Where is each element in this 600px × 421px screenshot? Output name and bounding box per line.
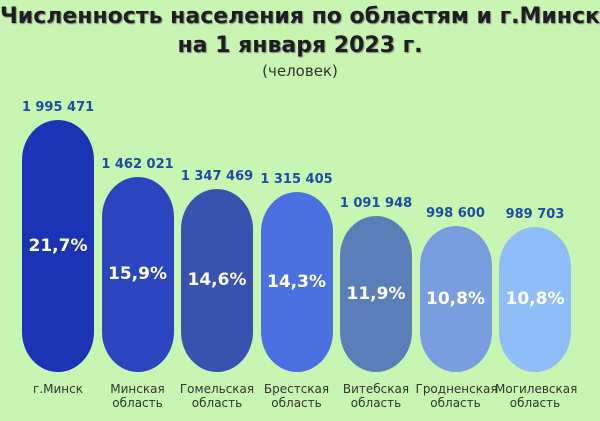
value-label: 1 995 471 [21,100,95,115]
share-label: 10,8% [505,289,565,310]
value-label: 1 315 405 [260,172,333,188]
bar [499,226,571,372]
category-label: Гродненская область [415,382,498,410]
bar [340,215,412,372]
chart-title: Численность населения по областям и г.Ми… [0,4,600,29]
bar [101,176,174,372]
category-label: Брестская область [263,382,330,410]
share-label: 14,6% [187,270,247,291]
share-label: 10,8% [426,288,485,309]
share-label: 11,9% [346,283,406,304]
value-label: 1 462 021 [101,156,174,172]
share-label: 21,7% [28,236,88,256]
chart-title: на 1 января 2023 г. [177,33,423,58]
value-label: 1 347 469 [180,168,254,184]
category-label: Минская область [110,382,165,410]
bar [260,192,333,372]
bar [419,225,492,372]
share-label: 14,3% [267,272,326,293]
bar [22,120,94,372]
category-label: Могилевская область [495,382,578,410]
share-label: 15,9% [108,264,167,285]
chart-subtitle: (человек) [262,62,338,80]
value-label: 989 703 [505,206,565,222]
category-label: г.Минск [33,382,83,396]
value-label: 1 091 948 [339,195,413,211]
category-label: Витебская область [342,382,410,410]
bar [181,188,253,372]
category-label: Гомельская область [179,382,255,410]
value-label: 998 600 [426,205,485,221]
